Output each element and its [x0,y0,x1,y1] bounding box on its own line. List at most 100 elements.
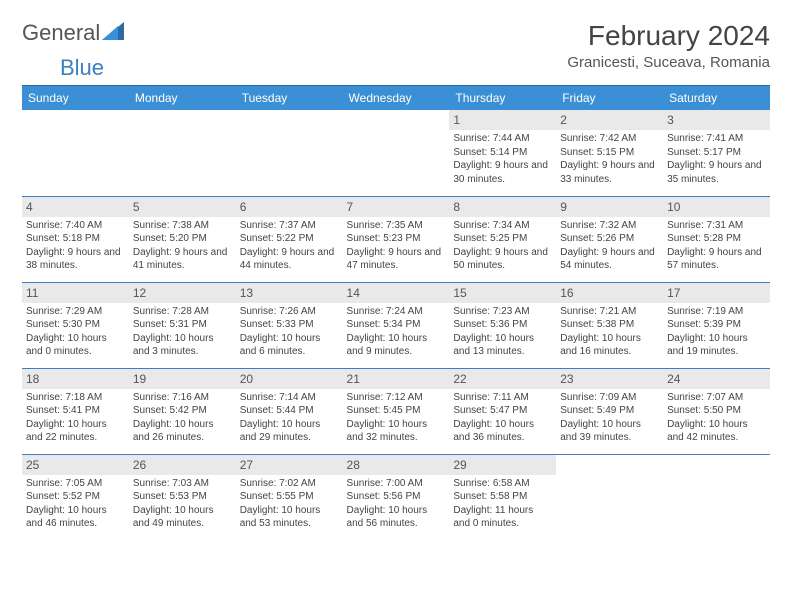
sunrise-text: Sunrise: 7:21 AM [560,305,659,319]
calendar-cell: 2Sunrise: 7:42 AMSunset: 5:15 PMDaylight… [556,110,663,196]
sunset-text: Sunset: 5:20 PM [133,232,232,246]
daylight-text: Daylight: 10 hours and 6 minutes. [240,332,339,359]
calendar-week: 18Sunrise: 7:18 AMSunset: 5:41 PMDayligh… [22,368,770,454]
day-number: 9 [556,197,663,217]
day-header: Sunday [22,86,129,111]
daylight-text: Daylight: 10 hours and 36 minutes. [453,418,552,445]
calendar-cell: 11Sunrise: 7:29 AMSunset: 5:30 PMDayligh… [22,282,129,368]
sunrise-text: Sunrise: 7:24 AM [347,305,446,319]
day-number: 18 [22,369,129,389]
day-number: 21 [343,369,450,389]
calendar-week: 25Sunrise: 7:05 AMSunset: 5:52 PMDayligh… [22,454,770,540]
sunrise-text: Sunrise: 7:12 AM [347,391,446,405]
day-header: Tuesday [236,86,343,111]
calendar-week: 4 Sunrise: 7:40 AMSunset: 5:18 PM Daylight… [22,196,770,282]
logo-text-general: General [22,20,100,46]
daylight-text: Daylight: 10 hours and 53 minutes. [240,504,339,531]
day-number: 4 [22,197,129,217]
calendar-cell: 4Sunrise: 7:40 AMSunset: 5:18 PMDaylight… [22,196,129,282]
sunrise-text: Sunrise: 7:40 AM [26,219,125,233]
calendar-week: 11Sunrise: 7:29 AMSunset: 5:30 PMDayligh… [22,282,770,368]
day-number: 15 [449,283,556,303]
day-number: 1 [449,110,556,130]
sunset-text: Sunset: 5:56 PM [347,490,446,504]
sunrise-text: Sunrise: 7:09 AM [560,391,659,405]
sunset-text: Sunset: 5:47 PM [453,404,552,418]
sunrise-text: Sunrise: 7:34 AM [453,219,552,233]
daylight-text: Daylight: 9 hours and 54 minutes. [560,246,659,273]
day-number: 11 [22,283,129,303]
daylight-text: Daylight: 10 hours and 22 minutes. [26,418,125,445]
calendar-cell: . [343,110,450,196]
sunset-text: Sunset: 5:25 PM [453,232,552,246]
calendar-cell: 3Sunrise: 7:41 AMSunset: 5:17 PMDaylight… [663,110,770,196]
sunset-text: Sunset: 5:23 PM [347,232,446,246]
calendar-cell: 14Sunrise: 7:24 AMSunset: 5:34 PMDayligh… [343,282,450,368]
daylight-text: Daylight: 10 hours and 19 minutes. [667,332,766,359]
daylight-text: Daylight: 10 hours and 26 minutes. [133,418,232,445]
day-number: 12 [129,283,236,303]
day-header: Monday [129,86,236,111]
calendar-cell: . [22,110,129,196]
sunset-text: Sunset: 5:52 PM [26,490,125,504]
sunset-text: Sunset: 5:14 PM [453,146,552,160]
day-header: Wednesday [343,86,450,111]
calendar-cell: . [129,110,236,196]
day-number: 28 [343,455,450,475]
sunrise-text: Sunrise: 7:00 AM [347,477,446,491]
sunset-text: Sunset: 5:18 PM [26,232,125,246]
sunrise-text: Sunrise: 7:02 AM [240,477,339,491]
day-number: 25 [22,455,129,475]
sunrise-text: Sunrise: 7:32 AM [560,219,659,233]
sunrise-text: Sunrise: 7:28 AM [133,305,232,319]
calendar-cell: . [663,454,770,540]
day-number: 7 [343,197,450,217]
daylight-text: Daylight: 9 hours and 41 minutes. [133,246,232,273]
calendar-cell: 24Sunrise: 7:07 AMSunset: 5:50 PMDayligh… [663,368,770,454]
sunrise-text: Sunrise: 7:41 AM [667,132,766,146]
sunset-text: Sunset: 5:17 PM [667,146,766,160]
day-number: 10 [663,197,770,217]
sunset-text: Sunset: 5:38 PM [560,318,659,332]
calendar-cell: 6Sunrise: 7:37 AMSunset: 5:22 PMDaylight… [236,196,343,282]
sunrise-text: Sunrise: 7:11 AM [453,391,552,405]
day-number: 20 [236,369,343,389]
sunrise-text: Sunrise: 7:38 AM [133,219,232,233]
daylight-text: Daylight: 9 hours and 47 minutes. [347,246,446,273]
sunset-text: Sunset: 5:28 PM [667,232,766,246]
daylight-text: Daylight: 10 hours and 32 minutes. [347,418,446,445]
daylight-text: Daylight: 10 hours and 46 minutes. [26,504,125,531]
day-number: 6 [236,197,343,217]
calendar-cell: 12Sunrise: 7:28 AMSunset: 5:31 PMDayligh… [129,282,236,368]
calendar-cell: 15Sunrise: 7:23 AMSunset: 5:36 PMDayligh… [449,282,556,368]
sunrise-text: Sunrise: 7:42 AM [560,132,659,146]
calendar-table: Sunday Monday Tuesday Wednesday Thursday… [22,85,770,540]
sunset-text: Sunset: 5:41 PM [26,404,125,418]
location: Granicesti, Suceava, Romania [567,54,770,71]
day-header: Thursday [449,86,556,111]
sunrise-text: Sunrise: 7:07 AM [667,391,766,405]
sunset-text: Sunset: 5:58 PM [453,490,552,504]
sunset-text: Sunset: 5:30 PM [26,318,125,332]
calendar-cell: 26Sunrise: 7:03 AMSunset: 5:53 PMDayligh… [129,454,236,540]
day-number: 22 [449,369,556,389]
title-block: February 2024 Granicesti, Suceava, Roman… [567,20,770,71]
sunset-text: Sunset: 5:26 PM [560,232,659,246]
calendar-cell: 19Sunrise: 7:16 AMSunset: 5:42 PMDayligh… [129,368,236,454]
day-number: 29 [449,455,556,475]
calendar-cell: 20 Sunrise: 7:14 AMSunset: 5:44 PMDayligh… [236,368,343,454]
day-number: 24 [663,369,770,389]
month-title: February 2024 [567,20,770,52]
calendar-cell: 18Sunrise: 7:18 AMSunset: 5:41 PMDayligh… [22,368,129,454]
sunset-text: Sunset: 5:44 PM [240,404,339,418]
daylight-text: Daylight: 10 hours and 3 minutes. [133,332,232,359]
sunrise-text: Sunrise: 7:14 AM [240,391,339,405]
calendar-cell: 16Sunrise: 7:21 AMSunset: 5:38 PMDayligh… [556,282,663,368]
logo: General [22,20,126,46]
calendar-cell: 27Sunrise: 7:02 AMSunset: 5:55 PMDayligh… [236,454,343,540]
daylight-text: Daylight: 9 hours and 33 minutes. [560,159,659,186]
daylight-text: Daylight: 9 hours and 30 minutes. [453,159,552,186]
daylight-text: Daylight: 10 hours and 29 minutes. [240,418,339,445]
sunrise-text: Sunrise: 7:31 AM [667,219,766,233]
daylight-text: Daylight: 10 hours and 13 minutes. [453,332,552,359]
